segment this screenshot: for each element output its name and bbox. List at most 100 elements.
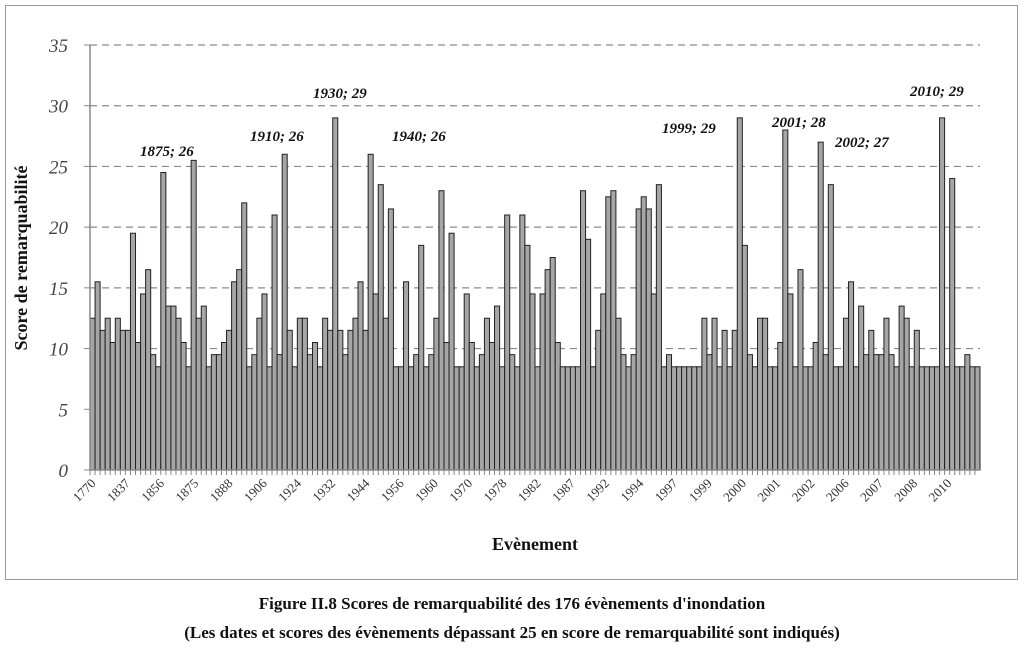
x-tick-label: 2000 — [720, 476, 749, 505]
peak-annotation: 2001; 28 — [771, 115, 826, 131]
bar — [812, 342, 819, 471]
y-tick-label: 35 — [48, 36, 68, 57]
bar — [564, 366, 571, 471]
bar — [711, 317, 718, 471]
bar — [964, 354, 971, 471]
bar — [483, 317, 490, 471]
x-tick-label: 1982 — [515, 476, 544, 505]
x-tick-label: 1837 — [104, 475, 133, 504]
figure-caption-line2: (Les dates et scores des évènements dépa… — [184, 623, 840, 642]
bar — [463, 293, 470, 471]
bar — [969, 366, 976, 471]
y-tick-label: 25 — [49, 157, 68, 178]
bar — [701, 317, 708, 471]
bar — [660, 366, 667, 471]
bar — [519, 214, 526, 471]
bar — [772, 366, 779, 471]
x-axis-label: Evènement — [492, 534, 578, 554]
bar — [898, 305, 905, 471]
bar — [200, 305, 207, 471]
bar — [640, 196, 647, 471]
bar — [635, 208, 642, 471]
bar — [918, 366, 925, 471]
bar — [357, 281, 364, 471]
bar — [686, 366, 693, 471]
bar — [868, 329, 875, 471]
bar — [807, 366, 814, 471]
bar — [837, 366, 844, 471]
bar — [792, 366, 799, 471]
bar — [650, 293, 657, 471]
bar — [271, 214, 278, 471]
bar — [478, 354, 485, 471]
bar — [261, 293, 268, 471]
bar — [903, 317, 910, 471]
bar — [266, 366, 273, 471]
bar — [124, 329, 131, 471]
bar — [408, 366, 415, 471]
bar — [514, 366, 521, 471]
bar — [716, 366, 723, 471]
bar — [220, 342, 228, 471]
x-tick-label: 1997 — [652, 475, 681, 504]
bar — [362, 329, 369, 471]
bar — [665, 354, 673, 471]
bar — [504, 214, 511, 471]
bar — [848, 281, 855, 471]
bar — [731, 329, 738, 471]
bar — [605, 196, 612, 471]
peak-annotation: 2002; 27 — [834, 135, 889, 151]
x-tick-label: 1987 — [549, 475, 578, 504]
bar — [691, 366, 698, 471]
bar — [135, 342, 142, 471]
peak-annotation: 1999; 29 — [662, 121, 716, 137]
bar — [842, 317, 850, 471]
bar — [215, 354, 222, 471]
bar — [529, 293, 536, 471]
bar — [913, 329, 920, 471]
bar — [468, 342, 475, 471]
bar — [767, 366, 774, 471]
bar — [549, 257, 556, 471]
bar — [696, 366, 703, 471]
peak-annotation: 1875; 26 — [140, 144, 194, 160]
x-tick-label: 1992 — [583, 476, 612, 505]
bar — [413, 354, 420, 471]
bar — [782, 129, 789, 471]
bar — [428, 354, 435, 471]
bar — [397, 366, 405, 471]
bar — [104, 317, 111, 471]
x-tick-label: 1888 — [207, 476, 236, 505]
bar — [423, 366, 430, 471]
bar — [569, 366, 576, 471]
bar — [387, 208, 394, 471]
x-tick-label: 2010 — [925, 476, 954, 505]
bar — [676, 366, 683, 471]
bar — [347, 329, 354, 471]
bar — [499, 366, 506, 471]
x-tick-label: 1970 — [446, 476, 475, 505]
bar — [949, 178, 956, 471]
bar — [185, 366, 192, 471]
y-tick-label: 30 — [48, 97, 69, 118]
bar — [883, 317, 890, 471]
bar — [327, 329, 334, 471]
x-tick-label: 1999 — [686, 476, 715, 505]
bar — [170, 305, 177, 471]
bar — [908, 366, 915, 471]
bar — [777, 342, 784, 471]
bar — [974, 366, 981, 471]
bar — [944, 366, 951, 471]
bar — [322, 317, 329, 471]
bar — [721, 329, 728, 471]
bar — [453, 366, 460, 471]
bar — [190, 159, 197, 471]
x-tick-label: 1875 — [172, 476, 201, 505]
bar — [473, 366, 480, 471]
bar — [746, 354, 753, 471]
bar — [559, 366, 566, 471]
bar — [372, 293, 379, 471]
bar — [751, 366, 758, 471]
peak-annotation: 2010; 29 — [909, 84, 964, 100]
bar — [524, 244, 531, 471]
